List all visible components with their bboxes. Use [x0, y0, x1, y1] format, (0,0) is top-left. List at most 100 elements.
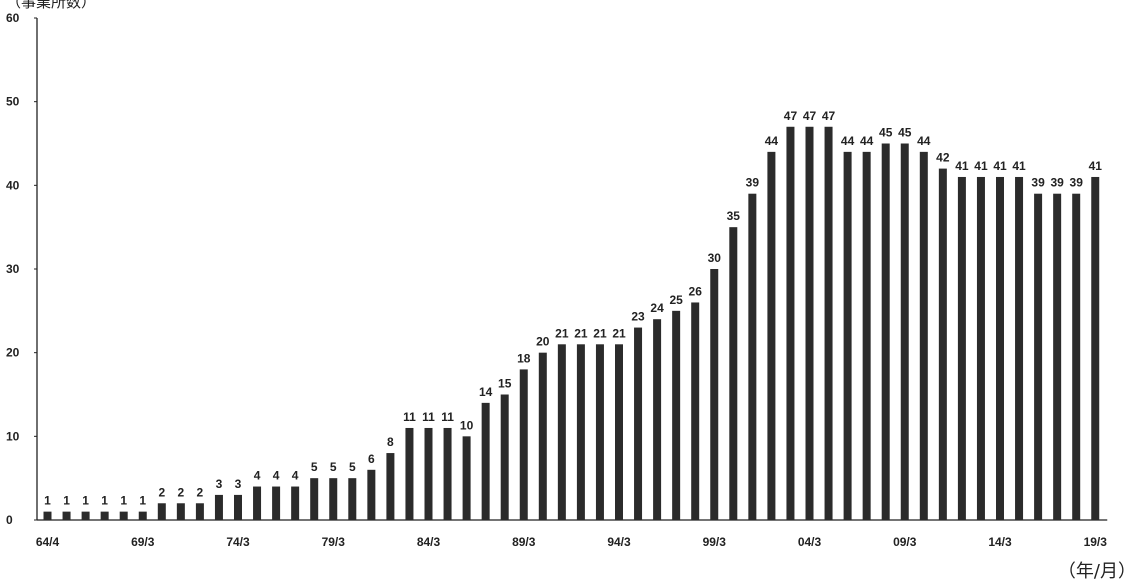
- bar-value-label: 5: [349, 460, 356, 474]
- bar-value-label: 1: [120, 494, 127, 508]
- bar-value-label: 47: [822, 109, 836, 123]
- bar-value-label: 24: [650, 301, 664, 315]
- bar: [119, 511, 128, 520]
- bar-value-label: 21: [612, 326, 626, 340]
- bar-value-label: 6: [368, 452, 375, 466]
- bar: [634, 327, 643, 520]
- bar: [481, 402, 490, 520]
- bar-value-label: 41: [955, 159, 969, 173]
- bar: [1053, 193, 1062, 520]
- bar-value-label: 39: [1031, 176, 1045, 190]
- bar: [519, 369, 528, 520]
- bar-value-label: 26: [689, 284, 703, 298]
- bar-value-label: 47: [803, 109, 817, 123]
- bar: [253, 486, 262, 520]
- bar: [805, 126, 814, 521]
- y-tick-label: 60: [6, 11, 20, 25]
- bar-value-label: 3: [235, 477, 242, 491]
- bar: [81, 511, 90, 520]
- bar-value-label: 1: [82, 494, 89, 508]
- bar-value-label: 44: [841, 134, 855, 148]
- bar: [272, 486, 281, 520]
- bar: [576, 344, 585, 520]
- bar: [43, 511, 52, 520]
- y-tick-label: 40: [6, 178, 20, 192]
- bar-value-label: 2: [158, 485, 165, 499]
- bar-value-label: 4: [292, 469, 299, 483]
- x-tick-label: 64/4: [36, 535, 60, 549]
- x-tick-label: 69/3: [131, 535, 155, 549]
- bar: [462, 436, 471, 520]
- bar-value-label: 15: [498, 377, 512, 391]
- bar-value-label: 42: [936, 151, 950, 165]
- bar-value-label: 41: [1089, 159, 1103, 173]
- bar-value-label: 39: [746, 176, 760, 190]
- bar: [1072, 193, 1081, 520]
- x-tick-label: 84/3: [417, 535, 441, 549]
- bar: [348, 478, 357, 520]
- bar-value-label: 2: [178, 485, 185, 499]
- bar-value-label: 3: [216, 477, 223, 491]
- bar: [176, 503, 185, 520]
- x-tick-label: 04/3: [798, 535, 822, 549]
- x-tick-label: 79/3: [322, 535, 346, 549]
- bar: [691, 302, 700, 520]
- bar-value-label: 20: [536, 335, 550, 349]
- y-tick-label: 50: [6, 95, 20, 109]
- bar-value-label: 30: [708, 251, 722, 265]
- x-tick-label: 19/3: [1084, 535, 1108, 549]
- bar: [595, 344, 604, 520]
- bar-value-label: 8: [387, 435, 394, 449]
- bar-value-label: 41: [993, 159, 1007, 173]
- bar: [500, 394, 509, 520]
- bar: [157, 503, 166, 520]
- bar-value-label: 25: [669, 293, 683, 307]
- bar-value-label: 18: [517, 351, 531, 365]
- y-tick-label: 20: [6, 346, 20, 360]
- bar: [862, 151, 871, 520]
- bar: [1015, 176, 1024, 520]
- y-axis-label: （事業所数）: [6, 0, 97, 11]
- bar: [672, 310, 681, 520]
- bar-value-label: 11: [403, 410, 416, 424]
- bar-value-label: 1: [101, 494, 108, 508]
- bar-value-label: 41: [974, 159, 988, 173]
- bar-value-label: 4: [254, 469, 261, 483]
- bar: [938, 168, 947, 520]
- x-tick-label: 89/3: [512, 535, 536, 549]
- bar: [1091, 176, 1100, 520]
- bar: [729, 227, 738, 520]
- bar: [557, 344, 566, 520]
- bar: [881, 143, 890, 520]
- bar-value-label: 5: [311, 460, 318, 474]
- bar-value-label: 2: [197, 485, 204, 499]
- bar-value-label: 14: [479, 385, 493, 399]
- bar-value-label: 39: [1050, 176, 1064, 190]
- y-tick-label: 30: [6, 262, 20, 276]
- x-tick-label: 14/3: [988, 535, 1012, 549]
- bar: [900, 143, 909, 520]
- bar-value-label: 5: [330, 460, 337, 474]
- y-tick-label: 0: [6, 513, 13, 527]
- bar: [310, 478, 319, 520]
- x-axis-unit-label: （年/月）: [1057, 561, 1136, 582]
- bar: [443, 427, 452, 520]
- bar-value-label: 21: [593, 326, 607, 340]
- bar-value-label: 10: [460, 418, 474, 432]
- bar-value-label: 23: [631, 310, 645, 324]
- bar-value-label: 1: [139, 494, 146, 508]
- bar-value-label: 21: [574, 326, 588, 340]
- bar: [748, 193, 757, 520]
- bar: [100, 511, 109, 520]
- x-tick-label: 94/3: [607, 535, 631, 549]
- bar: [386, 453, 395, 520]
- bar-value-label: 44: [765, 134, 779, 148]
- x-tick-label: 99/3: [703, 535, 727, 549]
- bar-value-label: 1: [44, 494, 51, 508]
- bar-value-label: 44: [917, 134, 931, 148]
- bar-value-label: 41: [1012, 159, 1026, 173]
- bar: [329, 478, 338, 520]
- bar: [957, 176, 966, 520]
- bar: [62, 511, 71, 520]
